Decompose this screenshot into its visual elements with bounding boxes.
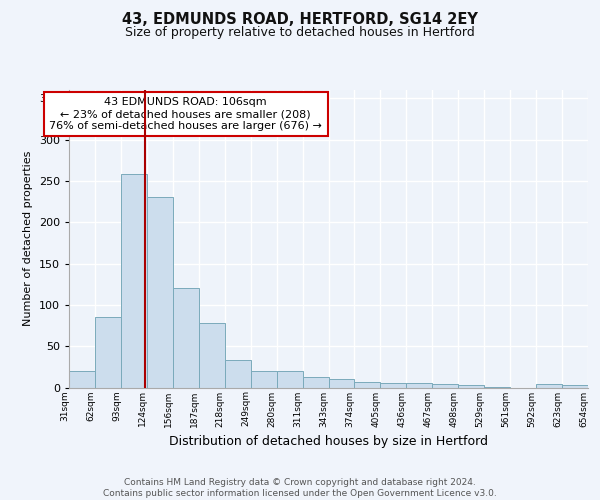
Bar xyxy=(225,360,251,388)
Bar xyxy=(406,384,432,388)
Bar xyxy=(277,371,302,388)
Bar xyxy=(95,318,121,388)
Bar xyxy=(69,371,95,388)
Bar xyxy=(173,288,199,388)
Bar xyxy=(562,385,588,388)
Bar xyxy=(458,385,484,388)
Y-axis label: Number of detached properties: Number of detached properties xyxy=(23,151,33,326)
Bar xyxy=(199,323,224,388)
Text: 43, EDMUNDS ROAD, HERTFORD, SG14 2EY: 43, EDMUNDS ROAD, HERTFORD, SG14 2EY xyxy=(122,12,478,28)
Text: Contains HM Land Registry data © Crown copyright and database right 2024.
Contai: Contains HM Land Registry data © Crown c… xyxy=(103,478,497,498)
Bar xyxy=(121,174,147,388)
Bar xyxy=(484,386,510,388)
Bar xyxy=(380,382,406,388)
X-axis label: Distribution of detached houses by size in Hertford: Distribution of detached houses by size … xyxy=(169,435,488,448)
Bar xyxy=(302,377,329,388)
Bar xyxy=(355,382,380,388)
Bar xyxy=(433,384,458,388)
Bar xyxy=(329,379,355,388)
Bar xyxy=(251,371,277,388)
Text: Size of property relative to detached houses in Hertford: Size of property relative to detached ho… xyxy=(125,26,475,39)
Text: 43 EDMUNDS ROAD: 106sqm
← 23% of detached houses are smaller (208)
76% of semi-d: 43 EDMUNDS ROAD: 106sqm ← 23% of detache… xyxy=(49,98,322,130)
Bar xyxy=(536,384,562,388)
Bar xyxy=(147,198,173,388)
